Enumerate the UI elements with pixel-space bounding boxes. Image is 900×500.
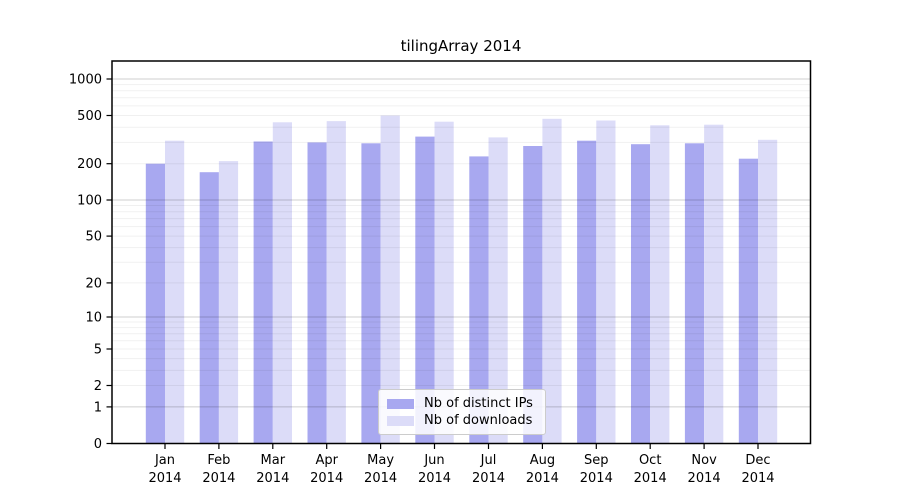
x-axis-tick-label-year: 2014 [580, 471, 613, 486]
x-axis-tick-label-month: Nov [691, 453, 717, 468]
bar-downloads-jan [165, 140, 185, 444]
y-axis-tick-label: 0 [94, 437, 102, 452]
x-axis-tick-label-year: 2014 [634, 471, 667, 486]
bar-distinct-ips-feb [199, 172, 219, 444]
plot-frame [111, 60, 812, 445]
bar-distinct-ips-jun [415, 136, 435, 444]
x-axis-tick-label-year: 2014 [741, 471, 774, 486]
y-axis-tick-label: 50 [85, 230, 102, 245]
bar-downloads-nov [704, 124, 724, 444]
x-axis-tick-label-year: 2014 [526, 471, 559, 486]
x-axis-tick-label-month: Sep [584, 453, 609, 468]
bar-distinct-ips-jul [469, 156, 489, 444]
y-axis-tick-label: 5 [94, 343, 102, 358]
bar-downloads-mar [272, 122, 292, 444]
bar-downloads-dec [758, 139, 778, 444]
bar-distinct-ips-jan [145, 163, 165, 444]
bar-distinct-ips-aug [523, 146, 543, 444]
bar-downloads-sep [596, 120, 616, 444]
x-axis-tick-label-month: Mar [261, 453, 286, 468]
bar-downloads-jun [434, 121, 454, 444]
legend-item-downloads: Nb of downloads [387, 412, 545, 429]
x-axis-tick-label-month: Feb [207, 453, 230, 468]
x-axis-tick-label-year: 2014 [256, 471, 289, 486]
legend-item-distinct-ips: Nb of distinct IPs [387, 395, 545, 412]
x-axis-tick-label-year: 2014 [310, 471, 343, 486]
bar-distinct-ips-nov [684, 143, 705, 444]
x-axis-tick-label-month: Apr [315, 453, 338, 468]
chart-title: tilingArray 2014 [400, 37, 522, 55]
legend-swatch-downloads [387, 415, 414, 426]
chart-legend: Nb of distinct IPs Nb of downloads [378, 389, 546, 435]
bar-distinct-ips-may [361, 143, 381, 444]
x-axis-tick-label-year: 2014 [148, 471, 181, 486]
bar-downloads-apr [326, 121, 346, 444]
x-axis-tick-label-year: 2014 [202, 471, 235, 486]
bar-downloads-jul [488, 137, 508, 444]
x-axis-tick-label-year: 2014 [418, 471, 451, 486]
y-axis-tick-label: 20 [85, 276, 102, 291]
x-axis-tick-label-year: 2014 [364, 471, 397, 486]
x-axis-tick-label-month: Aug [530, 453, 555, 468]
x-axis-tick-label-year: 2014 [688, 471, 721, 486]
x-axis-tick-label-month: Jun [423, 453, 444, 468]
bar-distinct-ips-mar [253, 141, 273, 444]
x-axis-tick-label-month: Dec [745, 453, 770, 468]
y-axis-tick-label: 500 [77, 109, 102, 124]
bar-distinct-ips-sep [577, 140, 597, 444]
x-axis-tick-label-year: 2014 [472, 471, 505, 486]
y-axis-tick-label: 1 [94, 400, 102, 415]
legend-label-downloads: Nb of downloads [424, 413, 533, 428]
bar-distinct-ips-oct [631, 144, 651, 444]
bar-distinct-ips-apr [307, 142, 327, 444]
bar-downloads-may [380, 115, 400, 444]
y-axis-tick-label: 2 [94, 379, 102, 394]
x-axis-tick-label-month: Jan [154, 453, 175, 468]
y-axis-tick-label: 200 [77, 157, 102, 172]
bar-downloads-oct [650, 125, 670, 444]
y-axis-tick-label: 1000 [69, 73, 102, 88]
x-axis-tick-label-month: May [367, 453, 394, 468]
x-axis-tick-label-month: Jul [480, 453, 497, 468]
bar-distinct-ips-dec [738, 158, 758, 444]
y-axis-tick-label: 100 [77, 194, 102, 209]
bar-downloads-aug [542, 118, 562, 444]
legend-swatch-distinct-ips [387, 398, 414, 409]
legend-label-distinct-ips: Nb of distinct IPs [424, 396, 533, 411]
y-axis-tick-label: 10 [85, 311, 102, 326]
bar-downloads-feb [218, 161, 239, 444]
x-axis-tick-label-month: Oct [639, 453, 661, 468]
